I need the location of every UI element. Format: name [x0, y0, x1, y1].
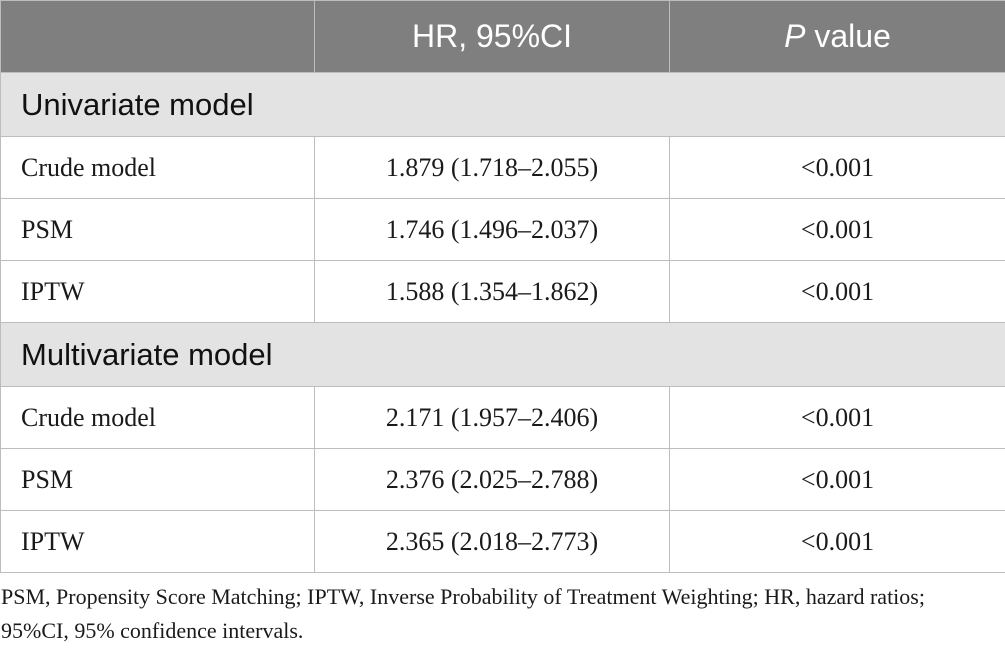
table-row: PSM 2.376 (2.025–2.788) <0.001 [0, 448, 1005, 511]
hr-value: 2.376 (2.025–2.788) [314, 448, 670, 511]
section-title: Multivariate model [0, 322, 1005, 387]
table-footnote: PSM, Propensity Score Matching; IPTW, In… [1, 584, 925, 643]
hr-value: 1.588 (1.354–1.862) [314, 260, 670, 323]
p-value: <0.001 [669, 510, 1005, 573]
row-label: PSM [0, 198, 315, 261]
row-label: IPTW [0, 510, 315, 573]
header-value-text: value [805, 18, 891, 54]
row-label: IPTW [0, 260, 315, 323]
section-title: Univariate model [0, 72, 1005, 137]
p-value: <0.001 [669, 198, 1005, 261]
p-value: <0.001 [669, 448, 1005, 511]
table-row: Crude model 1.879 (1.718–2.055) <0.001 [0, 136, 1005, 199]
table-row: IPTW 2.365 (2.018–2.773) <0.001 [0, 510, 1005, 573]
table-row: PSM 1.746 (1.496–2.037) <0.001 [0, 198, 1005, 261]
hr-value: 1.746 (1.496–2.037) [314, 198, 670, 261]
section-row-univariate: Univariate model [0, 72, 1005, 137]
row-label: PSM [0, 448, 315, 511]
header-p-italic: P [784, 18, 806, 54]
hr-value: 2.171 (1.957–2.406) [314, 386, 670, 449]
hr-value: 2.365 (2.018–2.773) [314, 510, 670, 573]
header-p-value: P value [669, 0, 1005, 73]
row-label: Crude model [0, 136, 315, 199]
header-empty-cell [0, 0, 315, 73]
row-label: Crude model [0, 386, 315, 449]
table-row: IPTW 1.588 (1.354–1.862) <0.001 [0, 260, 1005, 323]
section-row-multivariate: Multivariate model [0, 322, 1005, 387]
hazard-ratio-table: HR, 95%CI P value Univariate model Crude… [0, 0, 1005, 573]
header-hr-ci: HR, 95%CI [314, 0, 670, 73]
p-value: <0.001 [669, 386, 1005, 449]
p-value: <0.001 [669, 136, 1005, 199]
table-row: Crude model 2.171 (1.957–2.406) <0.001 [0, 386, 1005, 449]
header-row: HR, 95%CI P value [0, 0, 1005, 73]
hr-value: 1.879 (1.718–2.055) [314, 136, 670, 199]
p-value: <0.001 [669, 260, 1005, 323]
